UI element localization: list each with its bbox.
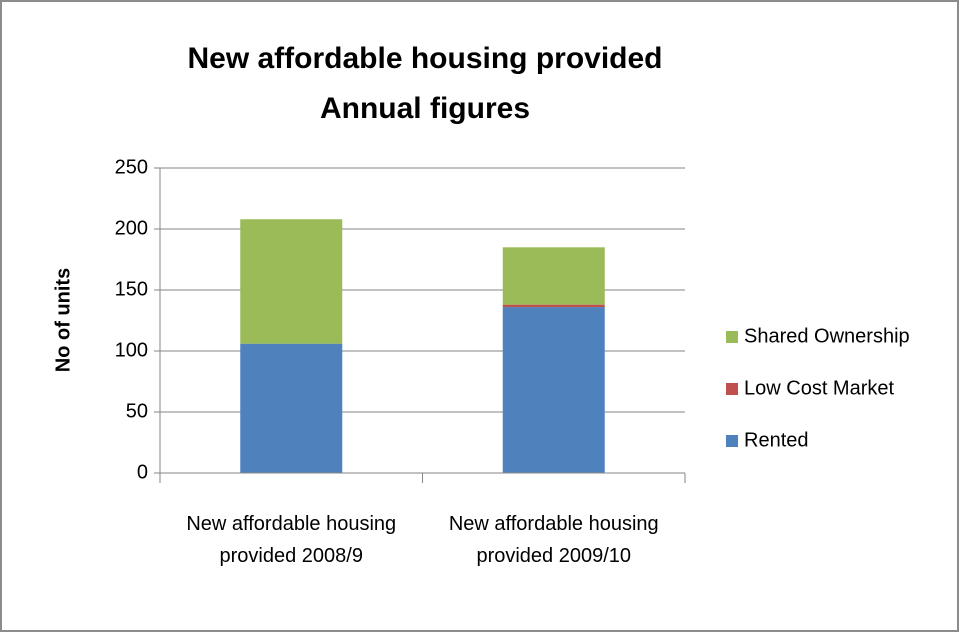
y-tick-label: 250 (115, 156, 148, 178)
y-tick-label: 200 (115, 217, 148, 239)
chart-title: New affordable housing provided (187, 42, 662, 75)
legend-label: Low Cost Market (744, 377, 894, 399)
x-tick-label: New affordable housing provided 2009/10 (448, 513, 659, 567)
legend-label: Shared Ownership (744, 325, 910, 347)
bar-segment (240, 343, 343, 473)
y-tick-label: 50 (126, 400, 148, 422)
x-tick-label: New affordable housing provided 2008/9 (186, 513, 397, 567)
bar-segment (502, 304, 605, 308)
bar-segment (502, 307, 605, 473)
y-tick-label: 100 (115, 339, 148, 361)
legend-swatch (726, 435, 738, 447)
y-tick-label: 150 (115, 278, 148, 300)
legend-label: Rented (744, 429, 809, 451)
legend-swatch (726, 331, 738, 343)
bar-segment (240, 219, 343, 344)
legend-swatch (726, 383, 738, 395)
y-tick-label: 0 (137, 461, 148, 483)
y-axis-label: No of units (52, 268, 74, 372)
chart-title: Annual figures (320, 92, 530, 125)
bar-segment (502, 247, 605, 305)
